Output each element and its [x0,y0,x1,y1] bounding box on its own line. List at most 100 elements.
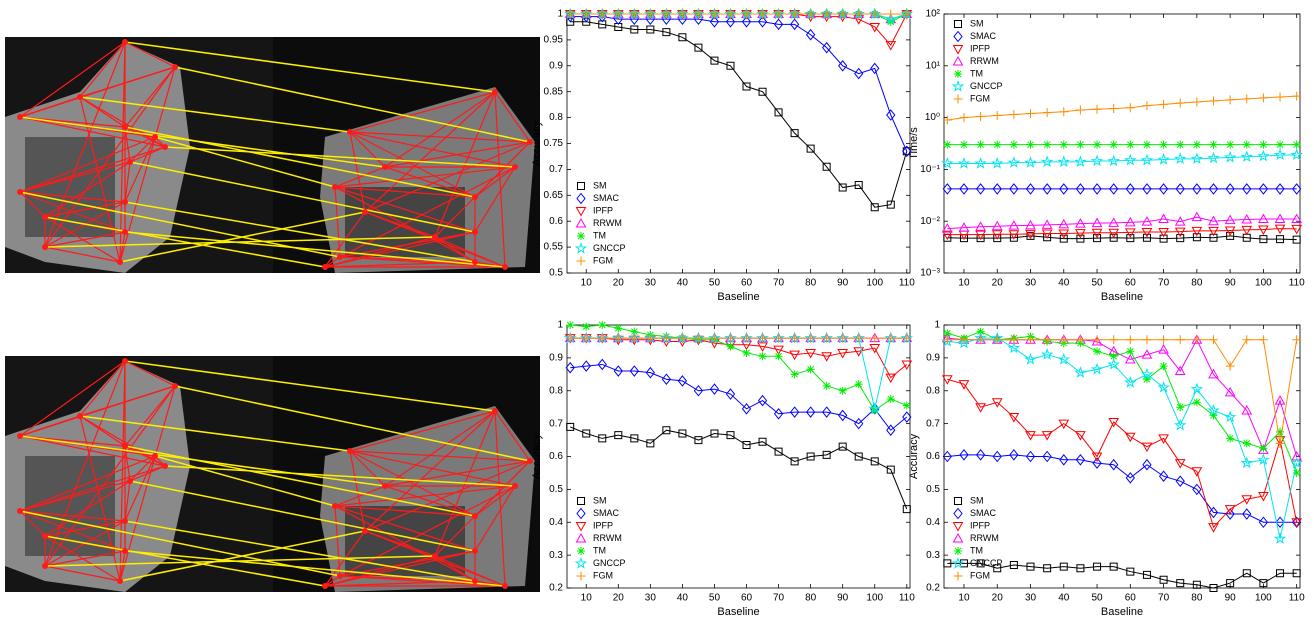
x-axis-label: Baseline [717,291,759,303]
point-marker [1209,96,1218,105]
point-marker [807,365,815,373]
point-marker [582,323,590,331]
keypoint [432,234,438,240]
point-marker [976,112,985,121]
point-marker [775,352,783,360]
keypoint [127,478,133,484]
legend-marker [576,559,586,568]
point-marker [1076,141,1084,149]
legend-label: SM [970,495,984,505]
x-tick-label: 110 [899,593,915,604]
point-marker [614,324,622,332]
point-marker [993,111,1002,120]
x-tick-label: 40 [1058,278,1070,289]
point-marker [1060,141,1068,149]
keypoint [472,513,478,519]
photo [5,37,540,273]
keypoint [42,533,48,539]
keypoint [122,548,128,554]
legend-marker [954,534,963,542]
legend-label: IPFP [970,520,990,530]
x-tick-label: 90 [1225,278,1237,289]
point-marker [823,382,831,390]
series-line [570,338,907,377]
point-marker [1143,141,1151,149]
point-marker [960,141,968,149]
keypoint [472,259,478,265]
keypoint [492,408,498,414]
keypoint [122,518,128,524]
point-marker [1043,141,1051,149]
y-tick-label: 1 [934,320,940,331]
y-tick-label: 0.9 [926,353,940,364]
x-tick-label: 50 [1091,278,1103,289]
y-tick-label: 10² [926,9,941,20]
y-tick-label: 10¹ [926,60,941,71]
point-marker [598,321,606,329]
keypoint [117,578,123,584]
keypoint [502,264,508,270]
keypoint [117,259,123,265]
legend-marker [578,183,585,190]
x-tick-label: 100 [866,278,883,289]
legend-marker [955,21,962,28]
series-line [947,96,1296,120]
legend-marker [577,547,585,555]
x-tick-label: 30 [645,278,657,289]
keypoint [337,254,343,260]
legend-marker [577,534,586,542]
point-marker [1176,99,1185,108]
point-marker [1110,141,1118,149]
keypoint [322,264,328,270]
chart: 10203040506070809010011010⁻³10⁻²10⁻¹10⁰1… [908,9,1305,303]
keypoint [492,89,498,95]
point-marker [1093,347,1101,355]
x-tick-label: 30 [1025,593,1037,604]
point-marker [1259,335,1268,344]
keypoint [512,164,518,170]
x-tick-label: 90 [837,593,849,604]
x-axis-label: Baseline [717,606,759,618]
point-marker [993,141,1001,149]
x-tick-label: 20 [613,278,625,289]
keypoint [347,448,353,454]
keypoint [472,548,478,554]
point-marker [1242,94,1251,103]
y-tick-label: 0.3 [549,550,563,561]
keypoint [17,114,23,120]
x-tick-label: 100 [866,593,883,604]
x-tick-label: 70 [773,593,785,604]
x-tick-label: 80 [805,593,817,604]
keypoint [122,358,128,364]
point-marker [1193,398,1201,406]
point-marker [1193,141,1201,149]
legend-label: IPFP [970,43,990,53]
keypoint [322,583,328,589]
x-tick-label: 60 [741,593,753,604]
point-marker [1259,93,1268,102]
point-marker [1243,141,1251,149]
figure: 1020304050607080901001100.50.550.60.650.… [0,0,1314,622]
x-tick-label: 80 [1191,278,1203,289]
legend-marker [577,232,585,240]
keypoint [172,383,178,389]
keypoint [122,229,128,235]
keypoint [337,573,343,579]
y-tick-label: 0.8 [926,385,940,396]
y-axis-label: Time/s [908,127,920,160]
legend-marker [954,70,962,78]
point-marker [1226,141,1234,149]
chart: 1020304050607080901001100.20.30.40.50.60… [908,320,1305,618]
keypoint [432,553,438,559]
y-tick-label: 0.95 [544,35,564,46]
point-marker [743,349,751,357]
point-marker [903,402,911,410]
legend-label: RRWM [593,533,622,543]
point-marker [839,387,847,395]
y-tick-label: 0.7 [926,418,940,429]
x-tick-label: 70 [773,278,785,289]
point-marker [1126,335,1135,344]
keypoint [122,199,128,205]
y-tick-label: 0.6 [549,451,563,462]
legend-label: RRWM [970,533,999,543]
